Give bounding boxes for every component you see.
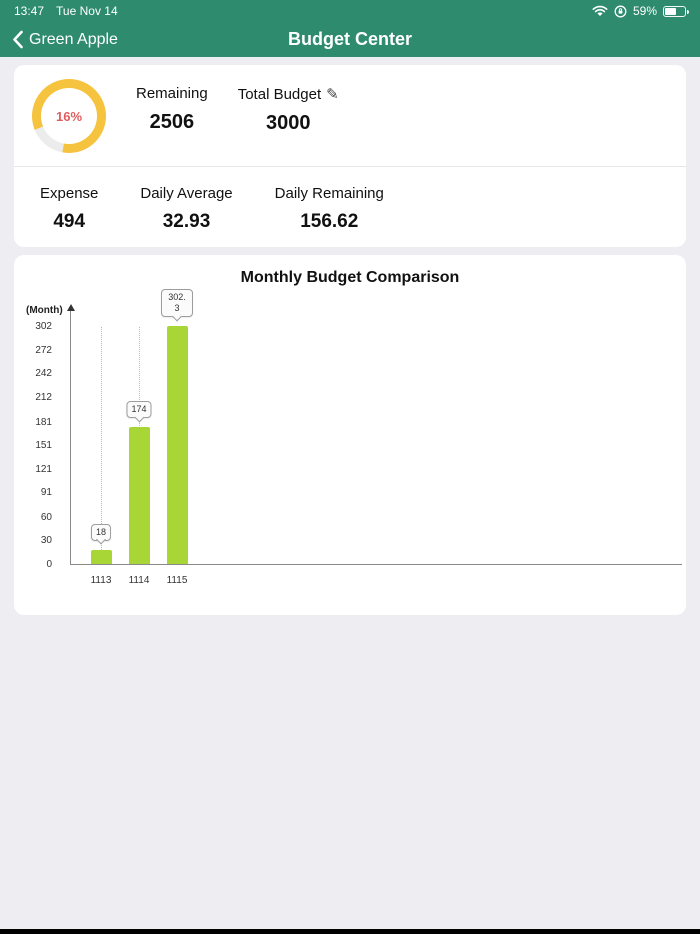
daily-average-label: Daily Average [140,185,233,202]
x-axis-label: 1115 [166,575,188,586]
daily-remaining-value: 156.62 [300,211,359,232]
y-axis-labels: 0 30 60 91 121 151 181 212 242 272 302 [14,321,62,570]
summary-bottom-row: Expense 494 Daily Average 32.93 Daily Re… [30,177,670,233]
rotation-lock-icon [614,5,627,18]
back-button[interactable]: Green Apple [12,30,118,49]
y-axis-tick-label: 181 [35,416,52,428]
summary-top-row: 16% Remaining 2506 Total Budget ✎ 3000 [30,77,670,153]
bar-value-bubble: 174 [126,400,152,419]
home-indicator [0,929,700,934]
stat-remaining: Remaining 2506 [136,77,208,134]
y-axis-arrow-icon [66,304,75,311]
y-axis-tick-label: 121 [35,463,52,475]
bar-chart: 0 30 60 91 121 151 181 212 242 272 302 (Month) 18 1… [14,288,686,597]
bar-value-bubble: 18 [90,523,112,541]
bar-value-bubble: 302.3 [161,288,193,317]
stat-total-budget: Total Budget ✎ 3000 [238,77,339,135]
chart-bar-1113[interactable] [90,549,112,564]
daily-remaining-label: Daily Remaining [274,185,384,202]
donut-percent-label: 16% [55,108,83,124]
chart-bar-1115[interactable] [166,326,188,564]
chart-title: Monthly Budget Comparison [240,269,460,286]
expense-label: Expense [40,185,99,202]
divider [14,166,686,167]
budget-summary-card: 16% Remaining 2506 Total Budget ✎ 3000 E… [14,65,686,247]
y-axis-tick-label: 272 [35,344,52,356]
back-chevron-icon [12,30,23,49]
gridline [101,327,102,564]
app-header: 13:47 Tue Nov 14 59% Green Apple Budget … [0,0,700,57]
total-budget-value: 3000 [265,112,311,134]
daily-average-value: 32.93 [162,211,211,232]
stat-daily-remaining: Daily Remaining 156.62 [275,177,384,233]
battery-fill [665,7,677,15]
y-axis-tick-label: 60 [40,511,52,523]
y-axis-tick-label: 242 [35,368,52,380]
budget-comparison-card: Monthly Budget Comparison 0 30 60 91 121 151 1… [14,255,686,615]
remaining-label: Remaining [136,85,208,102]
x-axis-label: 1113 [90,575,112,586]
y-axis-tick-label: 302 [35,321,52,333]
chart-bar-1114[interactable] [128,427,150,564]
back-label: Green Apple [29,30,118,48]
x-axis-label: 1114 [128,575,150,586]
stat-daily-average: Daily Average 32.93 [140,177,232,233]
budget-donut-chart: 16% [32,79,106,153]
expense-value: 494 [53,211,86,232]
clock: 13:47 [14,4,45,18]
y-axis-tick-label: 212 [35,392,52,404]
y-axis-tick-label: 91 [40,487,52,499]
y-axis-unit-label: (Month) [26,305,63,316]
nav-bar: Green Apple Budget Center [0,22,700,57]
wifi-icon [592,5,608,17]
battery-icon [663,5,689,17]
y-axis-tick-label: 151 [35,440,52,452]
y-axis-line [70,311,71,327]
date: Tue Nov 14 [56,4,118,18]
y-axis-tick-label: 0 [46,559,52,570]
status-bar: 13:47 Tue Nov 14 59% [0,0,700,22]
remaining-value: 2506 [149,111,195,133]
edit-budget-icon[interactable]: ✎ [326,86,339,103]
stat-expense: Expense 494 [40,177,98,233]
total-budget-label: Total Budget [237,85,322,103]
plot-area: (Month) 18 1113 174 1114 302.3 1115 [26,288,682,586]
y-axis-tick-label: 30 [40,535,52,547]
battery-percent: 59% [632,4,657,18]
